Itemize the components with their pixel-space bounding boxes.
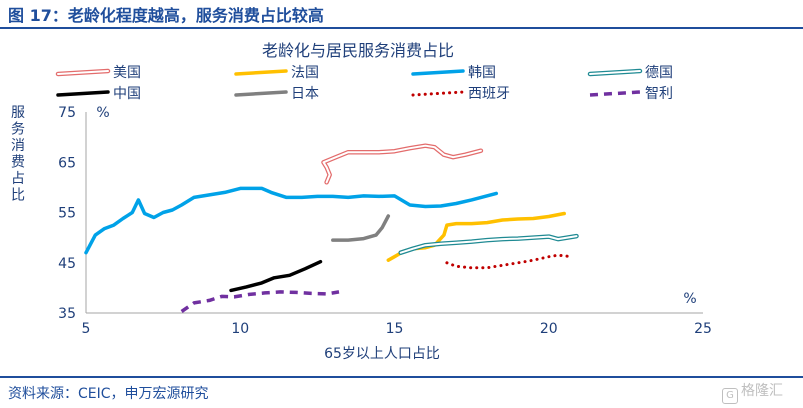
- legend-label-2: 法国: [291, 65, 319, 81]
- legend-label-4: 德国: [645, 65, 673, 81]
- watermark: G 格隆汇: [722, 380, 783, 404]
- legend-swatch-4-inner: [589, 70, 641, 75]
- series-line-5: [229, 259, 323, 293]
- legend-swatch-1-inner: [57, 70, 109, 75]
- x-tick-label: 25: [694, 321, 712, 337]
- legend-label-1: 美国: [113, 65, 141, 81]
- legend-swatch-5: [56, 90, 110, 97]
- y-tick-label: 45: [58, 256, 76, 272]
- y-tick-label: 75: [58, 105, 76, 121]
- series-line-3: [84, 186, 499, 255]
- legend-swatch-8: [589, 90, 641, 97]
- x-tick-label: 5: [82, 321, 91, 337]
- series-line-8: [180, 290, 340, 313]
- legend-item-7: 西班牙: [411, 86, 510, 102]
- legend-label-7: 西班牙: [468, 86, 510, 102]
- figure-title: 图 17：老龄化程度越高，服务消费占比较高: [8, 6, 324, 25]
- x-tick-label: 15: [386, 321, 404, 337]
- y-tick-label: 35: [58, 306, 76, 322]
- legend-swatch-2: [234, 69, 288, 76]
- legend-swatch-6: [234, 90, 288, 97]
- legend-item-6: 日本: [234, 86, 319, 102]
- source-note: 资料来源：CEIC，申万宏源研究: [8, 386, 209, 402]
- axis-ticks: 5 10 15 20 25 35 45 55 65 75: [58, 105, 712, 337]
- legend-label-6: 日本: [291, 86, 319, 102]
- series-line-6: [331, 214, 391, 242]
- legend-item-1: 美国: [55, 65, 141, 81]
- legend-item-5: 中国: [56, 86, 141, 102]
- legend-label-5: 中国: [113, 86, 141, 102]
- series-line-1-outer: [321, 143, 484, 185]
- watermark-text: 格隆汇: [741, 383, 783, 399]
- chart-title: 老龄化与居民服务消费占比: [262, 41, 454, 60]
- y-unit-label: %: [96, 105, 109, 121]
- x-axis-label: 65岁以上人口占比: [324, 346, 440, 362]
- watermark-logo-icon: G: [722, 388, 738, 404]
- footer-rule: [0, 376, 803, 378]
- axes: [85, 112, 703, 314]
- legend-item-3: 韩国: [411, 65, 496, 81]
- y-tick-label: 55: [58, 206, 76, 222]
- series-line-1-inner: [322, 144, 482, 184]
- y-axis-label: 服务消费占比: [11, 105, 25, 204]
- series-line-7: [445, 253, 569, 270]
- x-tick-label: 20: [540, 321, 558, 337]
- legend-swatch-7: [411, 90, 465, 97]
- y-tick-label: 65: [58, 155, 76, 171]
- title-underline: [0, 27, 803, 29]
- legend-swatch-3: [411, 69, 465, 76]
- legend-item-8: 智利: [589, 86, 673, 102]
- series-line-4-inner: [399, 235, 578, 254]
- legend-item-2: 法国: [234, 65, 319, 81]
- x-unit-label: %: [683, 291, 696, 307]
- legend-label-3: 韩国: [468, 65, 496, 81]
- series-group: [84, 143, 579, 313]
- legend-item-4: 德国: [587, 65, 673, 81]
- legend-label-8: 智利: [645, 86, 673, 102]
- x-tick-label: 10: [231, 321, 249, 337]
